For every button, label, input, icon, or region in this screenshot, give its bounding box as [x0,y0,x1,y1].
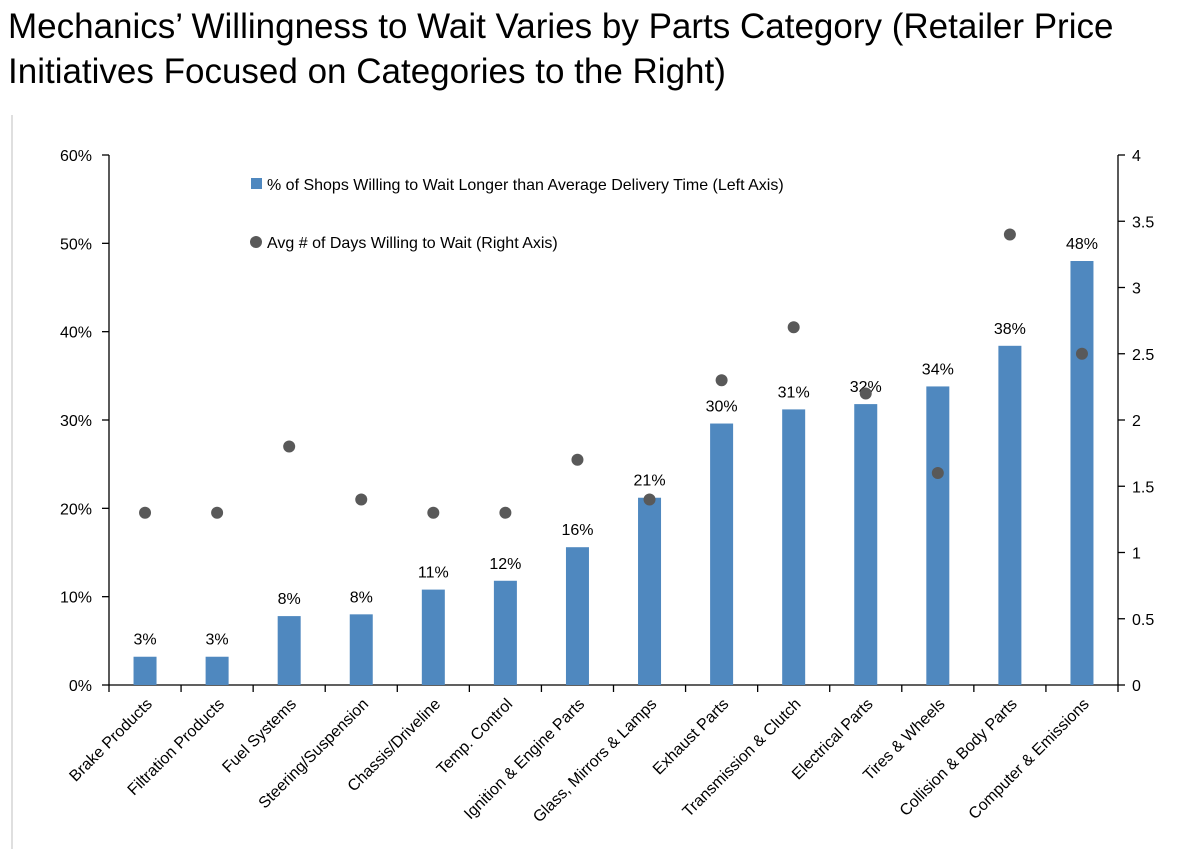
right-axis-tick-label: 4 [1132,148,1141,165]
right-axis-tick-label: 2.5 [1132,347,1154,364]
data-point [211,506,224,519]
bar-data-label: 3% [133,632,156,649]
bar-series: 3%3%8%8%11%12%16%21%30%31%32%34%38%48% [133,236,1098,685]
left-axis-tick-label: 20% [60,501,92,518]
data-point [571,453,584,466]
x-axis-tick-label: Glass, Mirrors & Lamps [530,696,660,826]
chart-title: Mechanics’ Willingness to Wait Varies by… [8,7,1114,91]
legend-point-swatch [250,236,262,248]
bar [998,345,1022,685]
x-axis-tick-label: Ignition & Engine Parts [461,696,588,823]
x-axis-tick-label: Temp. Control [434,696,516,778]
right-axis-tick-label: 0 [1132,678,1141,695]
bar-data-label: 16% [561,522,593,539]
bar [205,656,229,685]
bar [854,404,878,685]
data-point [715,374,728,387]
bar [277,616,301,685]
bar-data-label: 8% [278,591,301,608]
right-axis-tick-label: 1 [1132,546,1141,563]
bar-data-label: 11% [418,565,449,582]
bar [782,409,806,685]
left-axis-tick-label: 10% [60,590,92,607]
left-axis-tick-label: 30% [60,413,92,430]
data-point [1075,347,1088,360]
data-point [787,321,800,334]
data-point [643,493,656,506]
bar [926,386,950,685]
right-axis-tick-label: 2 [1132,413,1141,430]
data-point [1003,228,1016,241]
left-axis-tick-label: 60% [60,148,92,165]
bar-data-label: 48% [1066,236,1098,253]
legend-point-label: Avg # of Days Willing to Wait (Right Axi… [267,235,558,252]
bar-data-label: 12% [489,556,521,573]
data-point [283,440,296,453]
data-point [427,506,440,519]
right-axis-tick-label: 0.5 [1132,612,1154,629]
left-axis: 0% 10% 20% 30% 40% 50% 60% [60,148,110,695]
x-axis-tick-label: Fuel Systems [219,696,300,777]
bar-data-label: 31% [778,384,810,401]
bar [1070,261,1094,685]
data-point [139,506,152,519]
point-series [139,228,1088,519]
data-point [931,467,944,479]
legend: % of Shops Willing to Wait Longer than A… [250,177,784,252]
left-axis-tick-label: 0% [69,678,92,695]
bar [710,423,734,685]
data-point [859,387,872,400]
right-axis: 0 0.5 1 1.5 2 2.5 3 3.5 4 [1117,148,1154,695]
x-axis-tick-label: Computer & Emissions [966,696,1093,823]
bar-data-label: 21% [634,473,666,490]
x-axis-tick-label: Collision & Body Parts [897,696,1021,820]
bar [421,589,445,685]
x-axis-tick-label: Transmission & Clutch [680,696,805,821]
bar-data-label: 30% [706,399,738,416]
bar [565,547,589,685]
bar [638,497,662,685]
left-axis-tick-label: 50% [60,236,92,253]
bar-data-label: 38% [994,321,1026,338]
left-axis-tick-label: 40% [60,325,92,342]
bar-data-label: 3% [206,632,229,649]
data-point [355,493,368,506]
data-point [499,506,512,519]
legend-bar-label: % of Shops Willing to Wait Longer than A… [267,177,784,194]
right-axis-tick-label: 1.5 [1132,479,1154,496]
bar [493,580,517,685]
bar [349,614,373,685]
bar-data-label: 34% [922,361,954,378]
right-axis-tick-label: 3.5 [1132,214,1154,231]
bar-data-label: 8% [350,589,373,606]
x-axis-tick-label: Exhaust Parts [650,696,732,778]
legend-bar-swatch [251,178,262,189]
bar [133,656,157,685]
right-axis-tick-label: 3 [1132,281,1141,298]
